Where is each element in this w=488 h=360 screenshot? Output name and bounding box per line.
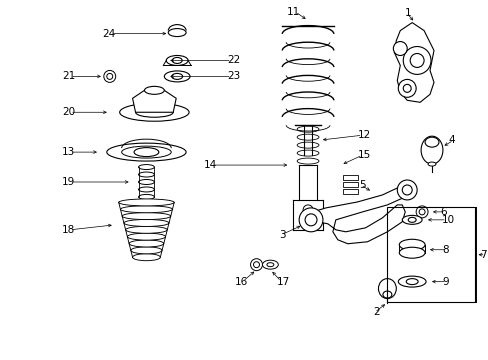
Text: 1: 1 (404, 8, 410, 18)
Ellipse shape (424, 137, 438, 147)
Circle shape (402, 185, 411, 195)
Ellipse shape (119, 199, 174, 206)
Text: 7: 7 (480, 250, 486, 260)
Text: 8: 8 (441, 245, 447, 255)
Text: 5: 5 (358, 180, 365, 190)
Circle shape (418, 209, 424, 215)
Ellipse shape (138, 172, 154, 177)
Text: 16: 16 (234, 276, 247, 287)
Ellipse shape (166, 55, 188, 66)
Polygon shape (305, 182, 411, 244)
Circle shape (303, 215, 312, 225)
Text: 10: 10 (441, 215, 454, 225)
Text: 6: 6 (439, 207, 446, 217)
Ellipse shape (406, 279, 417, 285)
Ellipse shape (171, 73, 182, 80)
Ellipse shape (138, 187, 154, 192)
Polygon shape (342, 175, 357, 180)
Text: 14: 14 (203, 160, 216, 170)
Ellipse shape (132, 254, 160, 261)
Ellipse shape (407, 217, 415, 222)
Polygon shape (393, 23, 433, 102)
Text: 21: 21 (61, 71, 75, 81)
Circle shape (409, 54, 423, 67)
Ellipse shape (420, 136, 442, 164)
Ellipse shape (266, 263, 273, 267)
Ellipse shape (172, 58, 182, 63)
Ellipse shape (106, 143, 186, 161)
Ellipse shape (125, 226, 167, 233)
Ellipse shape (144, 86, 164, 94)
Text: 19: 19 (61, 177, 75, 187)
Ellipse shape (123, 220, 169, 226)
Text: 18: 18 (61, 225, 75, 235)
Circle shape (403, 84, 410, 92)
Text: 13: 13 (61, 147, 75, 157)
Circle shape (253, 262, 259, 268)
Ellipse shape (399, 247, 424, 258)
Text: 9: 9 (441, 276, 447, 287)
Polygon shape (132, 90, 176, 112)
Circle shape (392, 41, 407, 55)
Text: 15: 15 (357, 150, 370, 160)
Ellipse shape (427, 162, 435, 166)
Ellipse shape (120, 206, 172, 213)
Ellipse shape (402, 215, 421, 224)
Circle shape (398, 80, 415, 97)
Text: 2: 2 (372, 307, 379, 318)
Circle shape (250, 259, 262, 271)
Ellipse shape (138, 165, 154, 170)
Ellipse shape (138, 194, 154, 199)
Text: 3: 3 (279, 230, 285, 240)
Polygon shape (342, 189, 357, 194)
Ellipse shape (398, 276, 425, 287)
Ellipse shape (399, 239, 424, 250)
Polygon shape (342, 182, 357, 187)
Ellipse shape (122, 213, 170, 220)
Circle shape (415, 206, 427, 218)
Text: 11: 11 (286, 6, 300, 17)
Ellipse shape (138, 180, 154, 184)
Circle shape (396, 180, 416, 200)
Text: 4: 4 (448, 135, 454, 145)
Circle shape (305, 214, 316, 226)
Ellipse shape (122, 146, 171, 158)
Circle shape (303, 205, 312, 215)
Ellipse shape (134, 148, 159, 157)
Ellipse shape (129, 240, 163, 247)
Circle shape (403, 46, 430, 75)
Circle shape (299, 208, 322, 232)
Ellipse shape (168, 28, 186, 37)
Ellipse shape (120, 103, 189, 121)
Text: 17: 17 (276, 276, 289, 287)
Ellipse shape (164, 71, 190, 82)
Ellipse shape (127, 233, 165, 240)
Ellipse shape (135, 107, 173, 117)
Text: 12: 12 (357, 130, 370, 140)
Circle shape (106, 73, 113, 80)
Ellipse shape (262, 260, 278, 269)
Text: 22: 22 (226, 55, 240, 66)
Text: 24: 24 (102, 28, 116, 39)
Ellipse shape (382, 291, 391, 298)
Ellipse shape (378, 279, 395, 298)
Ellipse shape (131, 247, 162, 254)
Circle shape (103, 71, 116, 82)
Bar (386, 207, 474, 302)
Text: 23: 23 (226, 71, 240, 81)
Text: 20: 20 (62, 107, 75, 117)
